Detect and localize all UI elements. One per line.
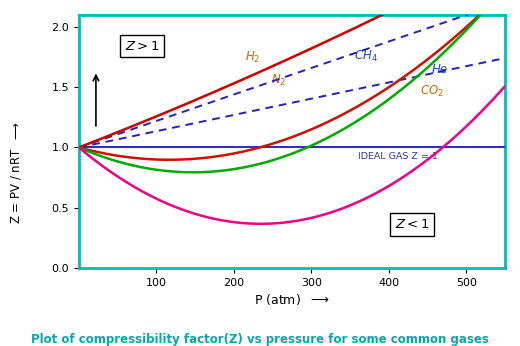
Text: $CO_2$: $CO_2$ xyxy=(420,83,444,99)
Text: Z = PV / nRT  $\longrightarrow$: Z = PV / nRT $\longrightarrow$ xyxy=(9,122,22,224)
Text: $Z > 1$: $Z > 1$ xyxy=(125,40,160,53)
X-axis label: P (atm)  $\longrightarrow$: P (atm) $\longrightarrow$ xyxy=(254,292,330,307)
Text: He: He xyxy=(432,63,448,76)
Text: $CH_4$: $CH_4$ xyxy=(354,48,378,64)
Text: $N_2$: $N_2$ xyxy=(271,73,286,88)
Text: IDEAL GAS Z = 1: IDEAL GAS Z = 1 xyxy=(358,152,438,161)
Text: $H_2$: $H_2$ xyxy=(245,50,261,65)
Text: $Z < 1$: $Z < 1$ xyxy=(395,218,430,231)
Text: Plot of compressibility factor(Z) vs pressure for some common gases: Plot of compressibility factor(Z) vs pre… xyxy=(31,333,489,346)
